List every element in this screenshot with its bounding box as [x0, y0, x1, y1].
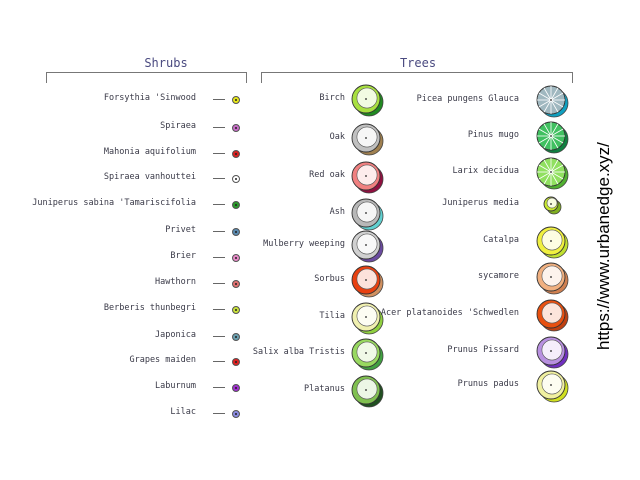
- tree-symbol-icon: [351, 161, 384, 194]
- shrub-leader-line: [213, 204, 225, 205]
- tree-symbol-icon: [351, 84, 384, 117]
- shrub-label: Berberis thunbegri: [103, 303, 196, 313]
- tree-symbol-icon: [351, 338, 384, 371]
- tree-symbol-icon: [543, 196, 562, 215]
- shrub-leader-line: [213, 127, 225, 128]
- shrub-symbol-icon: [232, 150, 240, 158]
- tree-label: Prunus padus: [457, 379, 519, 389]
- shrubs-bracket: [46, 72, 247, 83]
- shrub-leader-line: [213, 336, 225, 337]
- tree-symbol-icon: [536, 85, 569, 118]
- tree-label: Platanus: [304, 384, 345, 394]
- shrub-symbol-icon: [232, 358, 240, 366]
- tree-symbol-icon: [536, 121, 569, 154]
- shrub-symbol-icon: [232, 410, 240, 418]
- shrub-label: Privet: [165, 225, 196, 235]
- shrubs-title: Shrubs: [144, 56, 188, 70]
- tree-symbol-icon: [536, 262, 569, 295]
- shrub-leader-line: [213, 361, 225, 362]
- shrub-label: Laburnum: [155, 381, 196, 391]
- shrub-leader-line: [213, 257, 225, 258]
- shrub-leader-line: [213, 283, 225, 284]
- tree-symbol-icon: [351, 302, 384, 335]
- shrub-label: Spiraea: [160, 121, 196, 131]
- shrub-leader-line: [213, 309, 225, 310]
- shrub-leader-line: [213, 99, 225, 100]
- shrub-label: Lilac: [170, 407, 196, 417]
- shrub-label: Japonica: [155, 330, 196, 340]
- tree-label: Larix decidua: [452, 166, 519, 176]
- tree-symbol-icon: [536, 157, 569, 190]
- shrub-leader-line: [213, 153, 225, 154]
- tree-label: Birch: [319, 93, 345, 103]
- shrub-label: Grapes maiden: [129, 355, 196, 365]
- shrub-symbol-icon: [232, 201, 240, 209]
- shrub-leader-line: [213, 231, 225, 232]
- tree-symbol-icon: [351, 375, 384, 408]
- tree-label: Tilia: [319, 311, 345, 321]
- shrub-symbol-icon: [232, 96, 240, 104]
- tree-symbol-icon: [351, 230, 384, 263]
- watermark-url: https://www.urbanedge.xyz/: [594, 142, 613, 350]
- shrub-label: Hawthorn: [155, 277, 196, 287]
- shrub-label: Spiraea vanhouttei: [103, 172, 196, 182]
- tree-label: Salix alba Tristis: [252, 347, 345, 357]
- tree-label: sycamore: [478, 271, 519, 281]
- shrub-leader-line: [213, 178, 225, 179]
- tree-label: Juniperus media: [442, 198, 519, 208]
- shrub-symbol-icon: [232, 228, 240, 236]
- shrub-symbol-icon: [232, 333, 240, 341]
- tree-symbol-icon: [351, 198, 384, 231]
- tree-symbol-icon: [351, 265, 384, 298]
- tree-label: Acer platanoides 'Schwedlen: [380, 308, 519, 318]
- shrub-label: Brier: [170, 251, 196, 261]
- tree-label: Ash: [329, 207, 345, 217]
- shrub-symbol-icon: [232, 254, 240, 262]
- shrub-symbol-icon: [232, 280, 240, 288]
- tree-symbol-icon: [536, 336, 569, 369]
- shrub-symbol-icon: [232, 124, 240, 132]
- shrub-symbol-icon: [232, 306, 240, 314]
- tree-label: Red oak: [309, 170, 345, 180]
- shrub-symbol-icon: [232, 175, 240, 183]
- shrub-leader-line: [213, 413, 225, 414]
- tree-symbol-icon: [536, 370, 569, 403]
- tree-label: Prunus Pissard: [447, 345, 519, 355]
- shrub-symbol-icon: [232, 384, 240, 392]
- tree-label: Oak: [329, 132, 345, 142]
- tree-label: Picea pungens Glauca: [416, 94, 519, 104]
- trees-bracket: [261, 72, 573, 83]
- tree-label: Catalpa: [483, 235, 519, 245]
- tree-symbol-icon: [351, 123, 384, 156]
- tree-symbol-icon: [536, 299, 569, 332]
- tree-symbol-icon: [536, 226, 569, 259]
- tree-label: Pinus mugo: [467, 130, 519, 140]
- shrub-label: Juniperus sabina 'Tamariscifolia: [32, 198, 196, 208]
- shrub-leader-line: [213, 387, 225, 388]
- shrub-label: Mahonia aquifolium: [103, 147, 196, 157]
- trees-title: Trees: [399, 56, 437, 70]
- shrub-label: Forsythia 'Sinwood: [103, 93, 196, 103]
- tree-label: Mulberry weeping: [263, 239, 345, 249]
- tree-label: Sorbus: [314, 274, 345, 284]
